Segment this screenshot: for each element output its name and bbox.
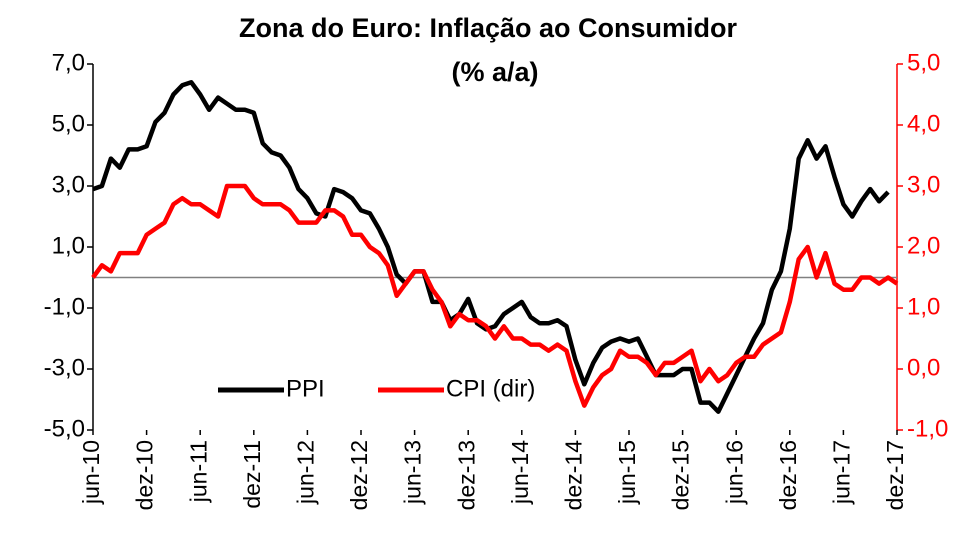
y-tick-label: 1,0 <box>52 232 85 259</box>
x-tick-label: jun-14 <box>507 440 533 505</box>
y2-tick-label: 4,0 <box>907 110 940 137</box>
series-line <box>91 183 899 408</box>
y2-tick-label: 5,0 <box>907 49 940 76</box>
y-tick-label: 5,0 <box>52 110 85 137</box>
y-tick-label: 3,0 <box>52 171 85 198</box>
x-tick-label: dez-10 <box>132 440 158 510</box>
x-tick-label: jun-11 <box>185 440 211 503</box>
x-tick-label: jun-17 <box>828 440 854 505</box>
x-tick-label: dez-15 <box>668 440 694 510</box>
x-tick-label: dez-14 <box>560 440 586 511</box>
x-tick-label: dez-17 <box>882 440 908 510</box>
y2-tick-label: 2,0 <box>907 232 940 259</box>
legend-label: CPI (dir) <box>446 375 535 402</box>
chart-title: Zona do Euro: Inflação ao Consumidor <box>239 13 738 43</box>
y-tick-label: -3,0 <box>44 354 85 381</box>
y-tick-label: -1,0 <box>44 293 85 320</box>
y2-tick-label: 1,0 <box>907 293 940 320</box>
x-tick-label: jun-10 <box>78 440 104 505</box>
x-tick-label: dez-12 <box>346 440 372 510</box>
y2-tick-label: 0,0 <box>907 354 940 381</box>
y2-tick-label: 3,0 <box>907 171 940 198</box>
x-tick-label: jun-13 <box>400 440 426 505</box>
x-tick-label: dez-16 <box>775 440 801 510</box>
y-tick-label: -5,0 <box>44 415 85 442</box>
legend-label: PPI <box>286 375 325 402</box>
x-tick-label: dez-11 <box>239 440 265 509</box>
x-tick-label: jun-12 <box>292 440 318 505</box>
chart-subtitle: (% a/a) <box>451 57 538 87</box>
x-tick-label: dez-13 <box>453 440 479 510</box>
series-line <box>92 80 890 414</box>
y-tick-label: 7,0 <box>52 49 85 76</box>
y2-tick-label: -1,0 <box>907 415 948 442</box>
x-tick-label: jun-16 <box>721 440 747 505</box>
x-tick-label: jun-15 <box>614 440 640 505</box>
